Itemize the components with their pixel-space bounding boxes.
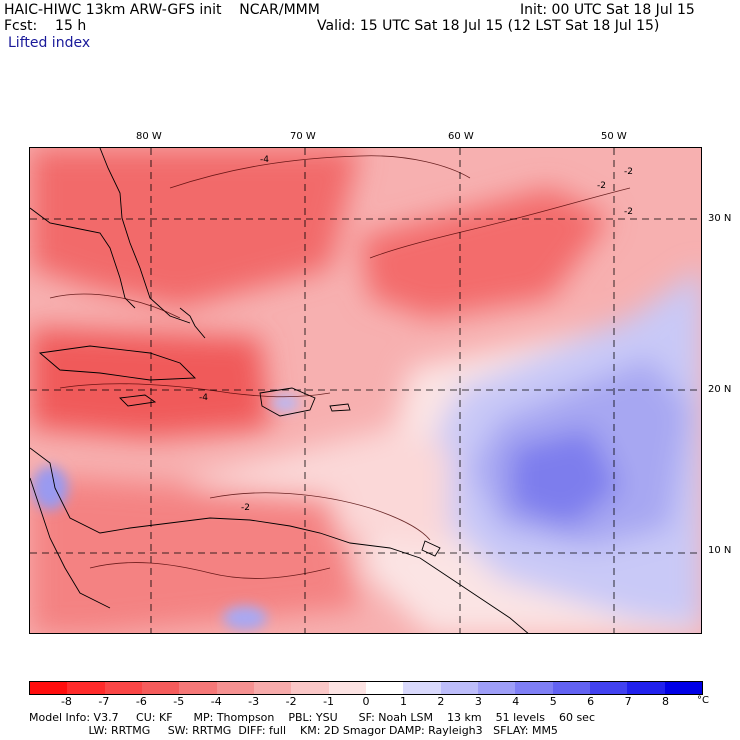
- colorbar-swatch: [179, 682, 217, 694]
- contour-a: [169, 155, 471, 189]
- coast-gulf: [30, 207, 136, 309]
- colorbar-tick-label: 4: [512, 695, 520, 708]
- colorbar-tick-label: 3: [474, 695, 482, 708]
- colorbar-tick-label: -4: [210, 695, 222, 708]
- lat-label-20n: 20 N: [708, 384, 732, 395]
- colorbar-tick-label: -5: [173, 695, 185, 708]
- field-name: Lifted index: [8, 35, 91, 51]
- lifted-index-map: -4 -2 -2 -2 -2 -4: [29, 147, 702, 634]
- colorbar-swatch: [104, 682, 142, 694]
- field-stable-max: [510, 428, 620, 528]
- colorbar-swatch: [552, 682, 590, 694]
- colorbar-swatch: [477, 682, 516, 694]
- colorbar-tick-label: 6: [587, 695, 595, 708]
- lon-label-60w: 60 W: [448, 131, 474, 142]
- graticule: [30, 148, 701, 633]
- colorbar-swatch: [141, 682, 180, 694]
- contour-d: [369, 187, 631, 259]
- li-contours: [49, 155, 631, 579]
- contour-label: -2: [241, 503, 250, 513]
- contour-label: -2: [624, 167, 633, 177]
- coast-bahamas: [179, 307, 206, 339]
- field-unstable-nw: [30, 148, 360, 308]
- colorbar-tick-label: -2: [285, 695, 297, 708]
- field-blue-patch-south: [223, 606, 267, 630]
- forecast-hour: Fcst: 15 h: [4, 18, 87, 34]
- colorbar-tick-label: -3: [248, 695, 260, 708]
- colorbar-tick-label: 2: [437, 695, 445, 708]
- coast-trinidad: [421, 540, 441, 557]
- colorbar-swatch: [515, 682, 553, 694]
- lon-label-80w: 80 W: [136, 131, 162, 142]
- map-canvas: -4 -2 -2 -2 -2 -4: [30, 148, 701, 633]
- lat-label-30n: 30 N: [708, 213, 732, 224]
- colorbar-swatch: [440, 682, 478, 694]
- colorbar-swatch: [67, 682, 105, 694]
- colorbar-swatch: [664, 682, 702, 694]
- init-time: Init: 00 UTC Sat 18 Jul 15: [520, 2, 695, 18]
- colorbar-swatch: [627, 682, 665, 694]
- valid-time: Valid: 15 UTC Sat 18 Jul 15 (12 LST Sat …: [317, 18, 660, 34]
- colorbar-tick-label: 1: [399, 695, 407, 708]
- field-unstable-band: [360, 188, 610, 318]
- contour-label: -2: [597, 181, 606, 191]
- colorbar-tick-label: -6: [135, 695, 147, 708]
- field-blue-patch-west: [32, 466, 68, 510]
- colorbar-tick-label: 5: [549, 695, 557, 708]
- colorbar-swatch: [403, 682, 441, 694]
- contour-label: -2: [624, 207, 633, 217]
- contour-label: -4: [199, 393, 208, 403]
- colorbar-swatch: [328, 682, 366, 694]
- contour-f: [89, 562, 331, 579]
- contour-b: [59, 383, 331, 398]
- colorbar-swatch: [365, 682, 404, 694]
- colorbar-swatch: [291, 682, 329, 694]
- contour-c: [209, 492, 431, 541]
- colorbar-tick-label: 7: [624, 695, 632, 708]
- coast-cuba: [38, 345, 197, 381]
- contour-e: [49, 293, 181, 319]
- model-info-line2: LW: RRTMG SW: RRTMG DIFF: full KM: 2D Sm…: [29, 724, 558, 737]
- colorbar-tick-label: -1: [323, 695, 335, 708]
- coast-us-east: [99, 148, 191, 324]
- model-info-line1: Model Info: V3.7 CU: KF MP: Thompson PBL…: [29, 711, 595, 724]
- coast-south-america: [30, 447, 529, 633]
- colorbar-swatch: [30, 682, 68, 694]
- colorbar-tick-label: 0: [362, 695, 370, 708]
- colorbar-swatch: [216, 682, 254, 694]
- coast-hispaniola: [259, 387, 316, 417]
- contour-label: -4: [260, 155, 269, 165]
- coast-puerto-rico: [329, 403, 351, 412]
- colorbar-swatch: [589, 682, 628, 694]
- model-title: HAIC-HIWC 13km ARW-GFS init NCAR/MMM: [4, 2, 320, 18]
- colorbar: [29, 681, 703, 695]
- field-unstable-south: [30, 478, 360, 633]
- lat-label-10n: 10 N: [708, 545, 732, 556]
- colorbar-swatch: [253, 682, 292, 694]
- colorbar-unit: °C: [697, 695, 709, 706]
- field-blue-patch-hispaniola: [271, 395, 299, 411]
- lon-label-50w: 50 W: [601, 131, 627, 142]
- coast-jamaica: [119, 394, 157, 407]
- colorbar-tick-label: 8: [662, 695, 670, 708]
- colorbar-tick-label: -8: [60, 695, 72, 708]
- colorbar-tick-label: -7: [98, 695, 110, 708]
- field-unstable-caribbean: [30, 328, 270, 438]
- lon-label-70w: 70 W: [290, 131, 316, 142]
